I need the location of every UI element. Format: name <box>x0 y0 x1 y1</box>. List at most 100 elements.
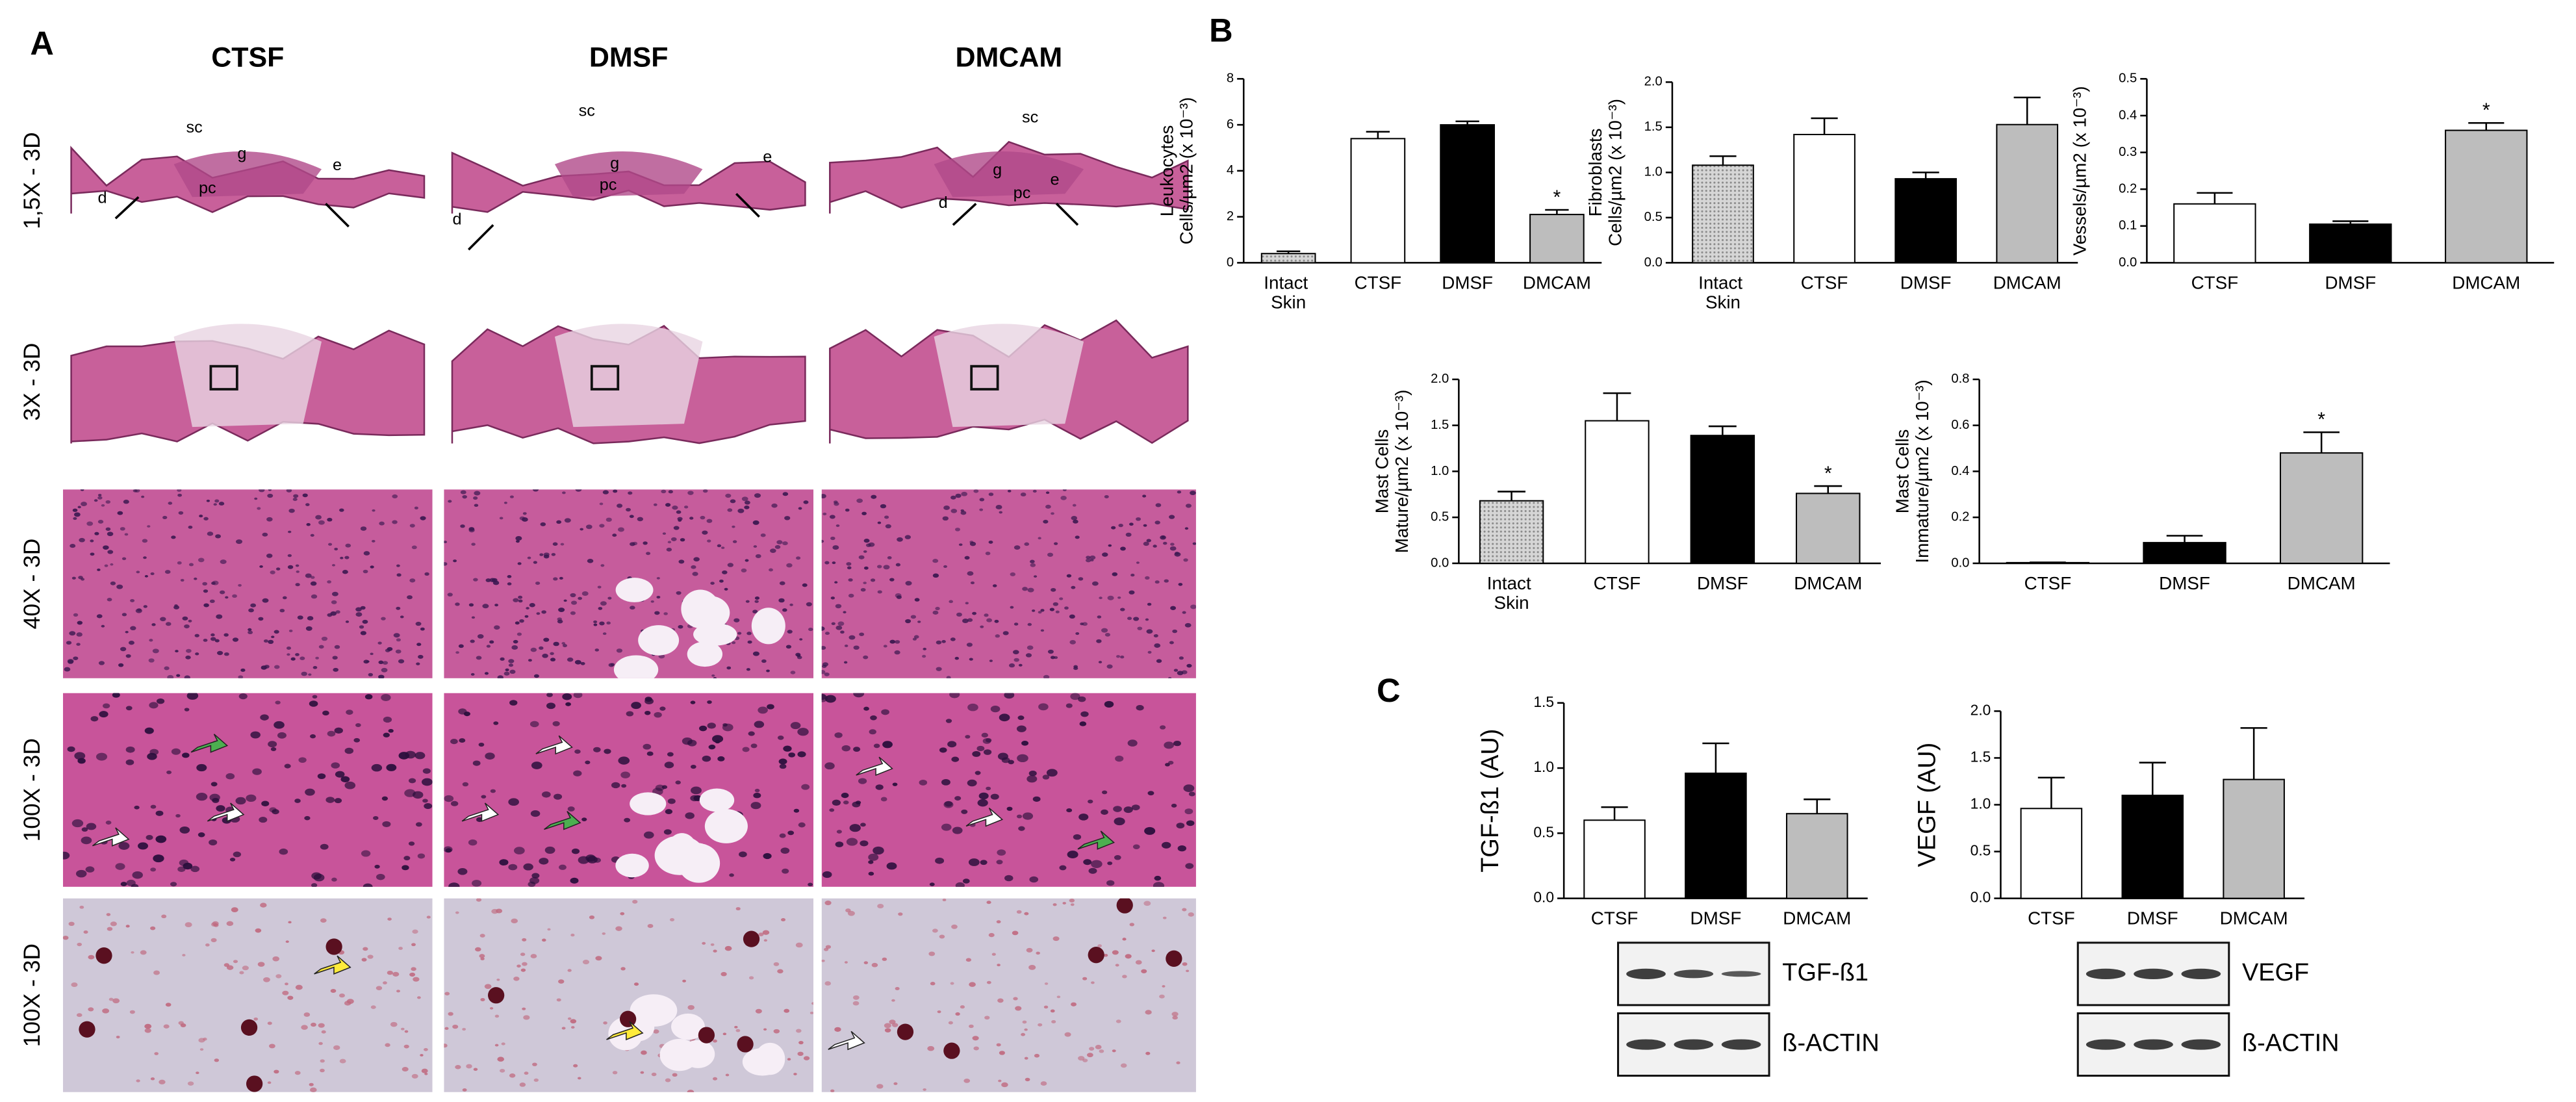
histology-bg <box>62 898 433 1092</box>
nucleus <box>1060 496 1067 500</box>
nucleus <box>144 1028 151 1033</box>
y-tick-label: 0.1 <box>2119 218 2137 233</box>
nucleus <box>1069 898 1075 903</box>
nucleus <box>1024 912 1029 916</box>
bar <box>1793 133 1855 264</box>
vacuole <box>687 641 723 667</box>
nucleus <box>870 578 876 582</box>
nucleus <box>752 520 759 525</box>
nucleus <box>424 1047 428 1051</box>
nucleus <box>143 605 147 608</box>
nucleus <box>232 637 239 642</box>
y-tick-label: 0.0 <box>1970 889 1991 906</box>
nucleus <box>489 578 496 582</box>
x-tick-label: DMSF <box>2159 573 2210 593</box>
nucleus <box>986 618 992 622</box>
tissue-annotation: sc <box>1022 109 1038 127</box>
nucleus <box>154 1052 159 1055</box>
nucleus <box>803 1056 810 1060</box>
nucleus <box>1022 812 1034 820</box>
nucleus <box>668 490 673 494</box>
nucleus <box>776 540 783 545</box>
nucleus <box>317 773 326 780</box>
x-tick-label-line: DMCAM <box>1794 573 1862 593</box>
nucleus <box>739 851 747 858</box>
nucleus <box>936 640 942 645</box>
nucleus <box>494 1044 499 1047</box>
nucleus <box>123 500 129 504</box>
nucleus <box>702 530 708 535</box>
nucleus <box>644 698 654 705</box>
nucleus <box>489 1007 494 1010</box>
nucleus <box>1004 693 1015 699</box>
nucleus <box>422 778 433 786</box>
nucleus <box>363 551 370 556</box>
nucleus <box>459 738 466 743</box>
bar <box>2143 542 2226 564</box>
nucleus <box>895 987 900 990</box>
nucleus <box>883 645 887 648</box>
nucleus <box>1142 494 1147 498</box>
x-tick-label-line: CTSF <box>1801 273 1848 293</box>
nucleus <box>533 674 539 678</box>
nucleus <box>150 1077 155 1081</box>
nucleus <box>830 1089 835 1092</box>
nucleus <box>518 595 523 599</box>
nucleus <box>863 706 869 711</box>
nucleus <box>1127 739 1138 747</box>
nucleus <box>305 503 310 506</box>
nucleus <box>552 542 558 546</box>
nucleus <box>559 864 567 870</box>
nucleus <box>981 732 989 738</box>
nucleus <box>328 543 333 546</box>
nucleus <box>472 760 481 766</box>
nucleus <box>297 615 303 620</box>
nucleus <box>491 908 499 914</box>
nucleus <box>630 606 635 610</box>
nucleus <box>599 524 605 528</box>
x-tick-label: CTSF <box>1594 573 1641 593</box>
nucleus <box>150 867 157 872</box>
nucleus <box>821 626 825 631</box>
nucleus <box>935 606 940 611</box>
nucleus <box>267 1021 272 1025</box>
nucleus <box>895 640 900 644</box>
tissue-annotation: e <box>763 147 772 166</box>
y-tick-label: 0.5 <box>1644 210 1663 224</box>
nucleus <box>762 930 770 935</box>
nucleus <box>144 575 148 578</box>
nucleus <box>1059 597 1064 600</box>
nucleus <box>494 1014 500 1018</box>
nucleus <box>1099 1049 1104 1053</box>
nucleus <box>644 710 651 715</box>
nucleus <box>476 898 482 902</box>
nucleus <box>991 953 996 956</box>
nucleus <box>985 552 991 556</box>
nucleus <box>185 922 192 928</box>
x-tick-label: DMSF <box>1697 573 1748 593</box>
nucleus <box>363 947 368 951</box>
nucleus <box>1062 489 1067 491</box>
nucleus <box>1130 573 1135 577</box>
nucleus <box>144 727 154 734</box>
nucleus <box>1154 875 1162 881</box>
nucleus <box>363 569 368 574</box>
nucleus <box>942 516 949 521</box>
nucleus <box>598 607 603 610</box>
nucleus <box>458 644 464 648</box>
nucleus <box>539 858 549 865</box>
y-axis-label: Mast Cells <box>1893 429 1913 514</box>
x-tick-label: DMCAM <box>2452 273 2520 293</box>
nucleus <box>1054 656 1058 660</box>
nucleus <box>580 528 583 531</box>
nucleus <box>682 979 686 982</box>
nucleus <box>841 793 849 799</box>
nucleus <box>755 554 761 559</box>
nucleus <box>74 752 86 760</box>
nucleus <box>1156 659 1162 663</box>
nucleus <box>606 621 611 625</box>
nucleus <box>403 856 411 861</box>
nucleus <box>666 547 672 552</box>
nucleus <box>875 784 884 790</box>
